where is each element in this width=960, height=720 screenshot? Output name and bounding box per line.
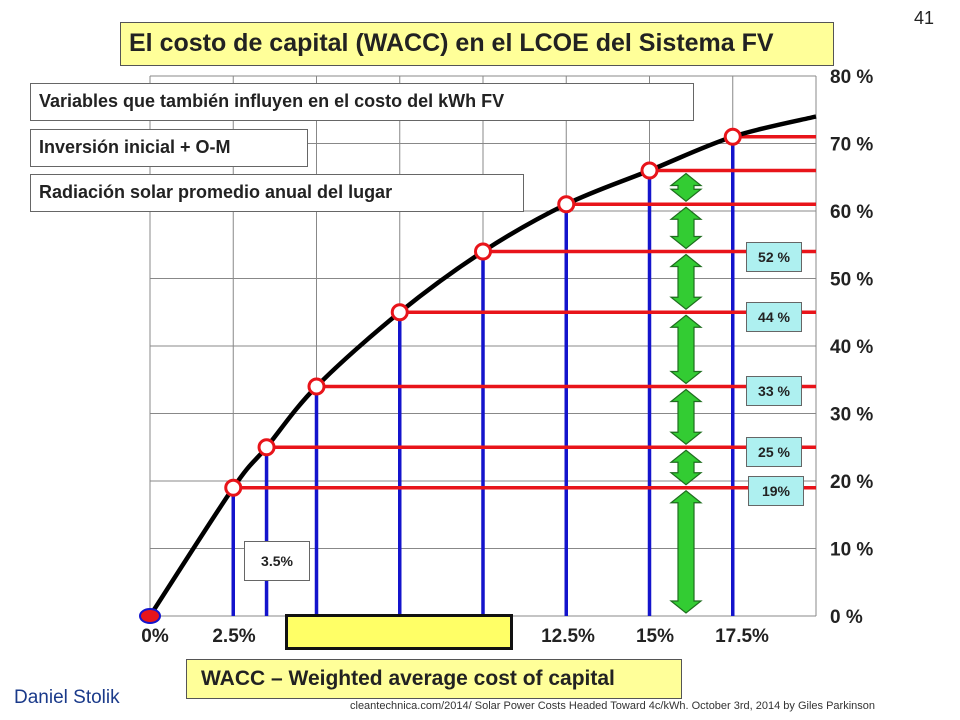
marker-point-7 [723, 127, 742, 146]
x-tick-label: 17.5% [715, 626, 769, 647]
investment-box: Inversión inicial + O-M [30, 129, 308, 167]
green-double-arrow-3 [669, 314, 703, 385]
annotation-52: 52 % [746, 242, 802, 272]
slide-title: El costo de capital (WACC) en el LCOE de… [120, 22, 834, 66]
y-tick-label: 80 % [830, 67, 873, 88]
x-tick-label: 0% [141, 626, 169, 647]
highlighted-wacc-range [285, 614, 513, 650]
y-tick-label: 20 % [830, 472, 873, 493]
green-double-arrow-6 [669, 172, 703, 203]
marker-point-1 [257, 438, 276, 457]
marker-point-4 [474, 242, 492, 261]
marker-point-3 [390, 303, 409, 322]
green-double-arrow-2 [669, 388, 703, 446]
x-tick-label: 2.5% [212, 626, 255, 647]
radiation-box: Radiación solar promedio anual del lugar [30, 174, 524, 212]
marker-point-2 [307, 377, 326, 396]
x-tick-label: 12.5% [541, 626, 595, 647]
y-tick-label: 0 % [830, 607, 863, 628]
green-double-arrow-1 [669, 449, 703, 486]
lcoe-curve [148, 114, 817, 618]
x-tick-label: 15% [636, 626, 674, 647]
y-tick-label: 50 % [830, 270, 873, 291]
green-double-arrow-0 [669, 489, 703, 614]
variables-box: Variables que también influyen en el cos… [30, 83, 694, 121]
marker-point-6 [640, 161, 659, 180]
y-tick-label: 10 % [830, 540, 873, 561]
wacc-label-box: WACC – Weighted average cost of capital [186, 659, 682, 699]
origin-marker [139, 608, 161, 624]
y-tick-label: 30 % [830, 405, 873, 426]
marker-point-5 [557, 195, 576, 214]
annotation-33: 33 % [746, 376, 802, 406]
annotation-3-5: 3.5% [244, 541, 310, 581]
annotation-25: 25 % [746, 437, 802, 467]
author-name: Daniel Stolik [14, 687, 120, 708]
marker-point-0 [224, 478, 243, 497]
y-tick-label: 70 % [830, 135, 873, 156]
annotation-44: 44 % [746, 302, 802, 332]
annotation-19: 19% [748, 476, 804, 506]
y-tick-label: 60 % [830, 202, 873, 223]
slide-number: 41 [913, 8, 934, 28]
green-double-arrow-5 [669, 206, 703, 250]
y-tick-label: 40 % [830, 337, 873, 358]
source-citation: cleantechnica.com/2014/ Solar Power Cost… [350, 700, 876, 712]
green-double-arrow-4 [669, 253, 703, 311]
